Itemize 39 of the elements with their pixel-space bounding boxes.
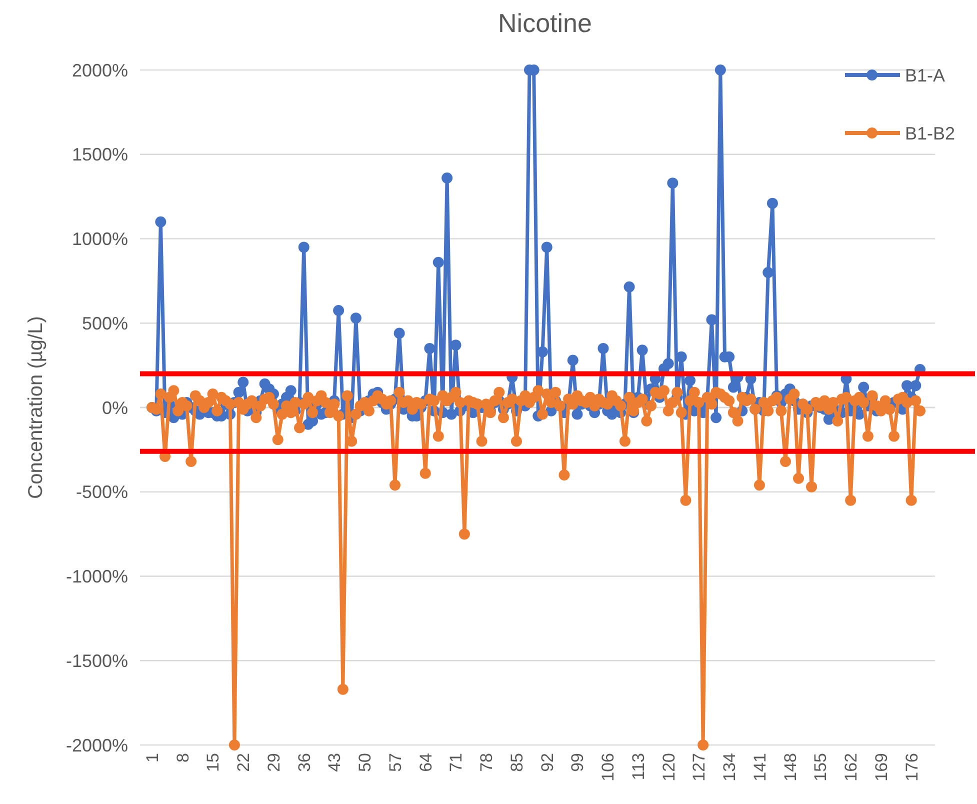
y-tick-label: 1000% bbox=[72, 229, 128, 250]
x-tick-label: 92 bbox=[538, 753, 557, 772]
x-tick-label: 71 bbox=[446, 753, 466, 772]
x-tick-label: 134 bbox=[720, 753, 740, 782]
x-tick-label: 43 bbox=[325, 753, 344, 772]
y-tick-label: 2000% bbox=[72, 60, 128, 80]
x-tick-label: 120 bbox=[659, 753, 678, 782]
x-tick-label: 29 bbox=[264, 753, 284, 772]
x-tick-label: 57 bbox=[386, 753, 405, 772]
x-tick-label: 78 bbox=[477, 753, 496, 772]
x-tick-label: 113 bbox=[628, 753, 648, 780]
x-tick-label: 106 bbox=[598, 753, 618, 782]
y-tick-label: 500% bbox=[82, 313, 128, 334]
legend-label: B1-B2 bbox=[905, 123, 956, 144]
x-tick-label: 50 bbox=[356, 753, 375, 772]
x-tick-label: 169 bbox=[872, 753, 891, 782]
y-tick-label: -2000% bbox=[66, 735, 128, 756]
x-tick-label: 36 bbox=[294, 753, 314, 772]
x-tick-label: 176 bbox=[902, 753, 922, 782]
x-tick-label: 99 bbox=[568, 753, 588, 772]
x-tick-label: 148 bbox=[780, 753, 800, 782]
legend-label: B1-A bbox=[905, 65, 946, 86]
y-axis-title: Concentration (µg/L) bbox=[25, 316, 47, 499]
x-tick-label: 22 bbox=[234, 753, 254, 772]
x-tick-label: 1 bbox=[143, 753, 162, 762]
y-tick-label: 1500% bbox=[72, 144, 128, 165]
y-tick-label: -1500% bbox=[66, 650, 128, 671]
x-tick-label: 15 bbox=[204, 753, 223, 772]
x-tick-label: 64 bbox=[416, 753, 436, 772]
x-tick-label: 85 bbox=[507, 753, 526, 772]
y-tick-label: -1000% bbox=[66, 566, 128, 587]
x-tick-label: 155 bbox=[811, 753, 830, 782]
x-tick-label: 8 bbox=[173, 753, 192, 762]
chart-title: Nicotine bbox=[498, 8, 592, 38]
y-tick-label: -500% bbox=[76, 482, 128, 502]
x-tick-label: 127 bbox=[690, 753, 709, 782]
x-tick-label: 162 bbox=[842, 753, 861, 782]
x-tick-label: 141 bbox=[750, 753, 770, 782]
y-tick-label: 0% bbox=[102, 398, 128, 418]
